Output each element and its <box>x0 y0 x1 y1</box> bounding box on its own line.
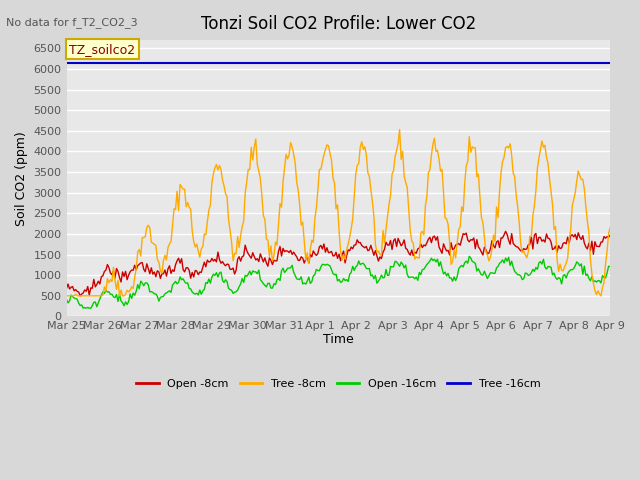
Legend: Open -8cm, Tree -8cm, Open -16cm, Tree -16cm: Open -8cm, Tree -8cm, Open -16cm, Tree -… <box>132 375 545 394</box>
Text: TZ_soilco2: TZ_soilco2 <box>69 43 136 56</box>
Text: No data for f_T2_CO2_3: No data for f_T2_CO2_3 <box>6 17 138 28</box>
Title: Tonzi Soil CO2 Profile: Lower CO2: Tonzi Soil CO2 Profile: Lower CO2 <box>201 15 476 33</box>
Y-axis label: Soil CO2 (ppm): Soil CO2 (ppm) <box>15 131 28 226</box>
X-axis label: Time: Time <box>323 333 354 346</box>
